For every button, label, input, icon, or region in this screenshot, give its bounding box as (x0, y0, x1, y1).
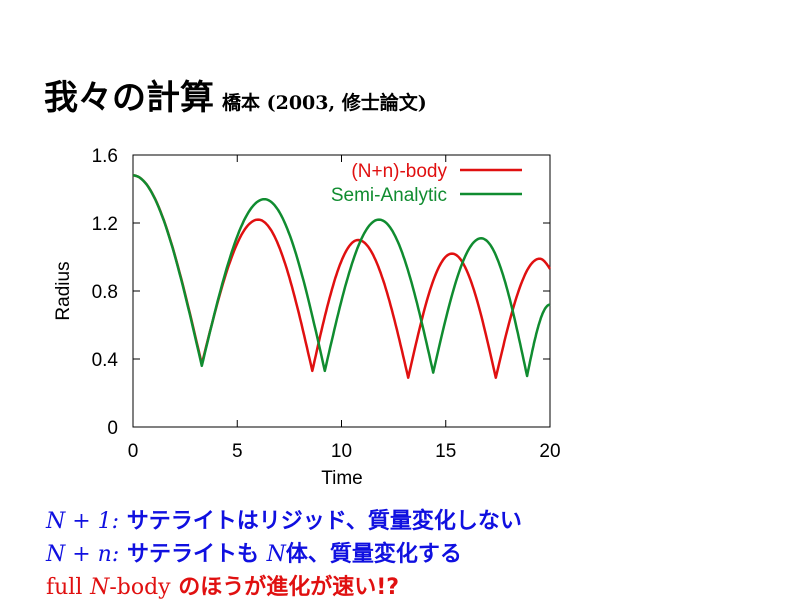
y-tick-label: 1.6 (92, 146, 118, 167)
note-math: N (90, 575, 110, 600)
note-n-plus-1: N + 1: サテライトはリジッド、質量変化しない (46, 503, 522, 535)
note-n-plus-n: N + n: サテライトも N体、質量変化する (46, 536, 462, 568)
note-text: サテライトはリジッド、質量変化しない (126, 509, 522, 534)
note-math: N + 1: (46, 509, 120, 534)
note-prefix: full (46, 575, 83, 600)
note-conclusion: full N-body のほうが進化が速い!? (46, 569, 399, 601)
series-line-1 (132, 174, 551, 378)
x-tick-label: 15 (435, 441, 456, 462)
series-line-0 (132, 174, 552, 379)
y-tick-label: 0.8 (92, 282, 118, 303)
legend-label: (N+n)-body (351, 161, 447, 182)
y-axis-label: Radius (53, 261, 74, 320)
x-axis-label: Time (321, 468, 363, 489)
x-tick-label: 0 (128, 441, 139, 462)
y-tick-label: 0.4 (92, 350, 119, 371)
x-tick-label: 20 (539, 441, 560, 462)
y-tick-label: 1.2 (92, 214, 118, 235)
note-math-n: N (266, 542, 286, 567)
note-text: サテライトも (126, 542, 259, 567)
x-tick-label: 5 (232, 441, 243, 462)
legend-label: Semi-Analytic (331, 185, 447, 206)
x-tick-label: 10 (331, 441, 352, 462)
note-text: のほうが進化が速い!? (178, 575, 400, 600)
slide-subtitle: 橋本 (2003, 修士論文) (222, 92, 427, 114)
note-mid: -body (109, 575, 171, 600)
y-tick-label: 0 (107, 418, 118, 439)
title-text: 我々の計算 (44, 78, 214, 118)
note-text-2: 体、質量変化する (285, 542, 462, 567)
note-math: N + n: (46, 542, 120, 567)
slide-title: 我々の計算 橋本 (2003, 修士論文) (44, 70, 427, 119)
